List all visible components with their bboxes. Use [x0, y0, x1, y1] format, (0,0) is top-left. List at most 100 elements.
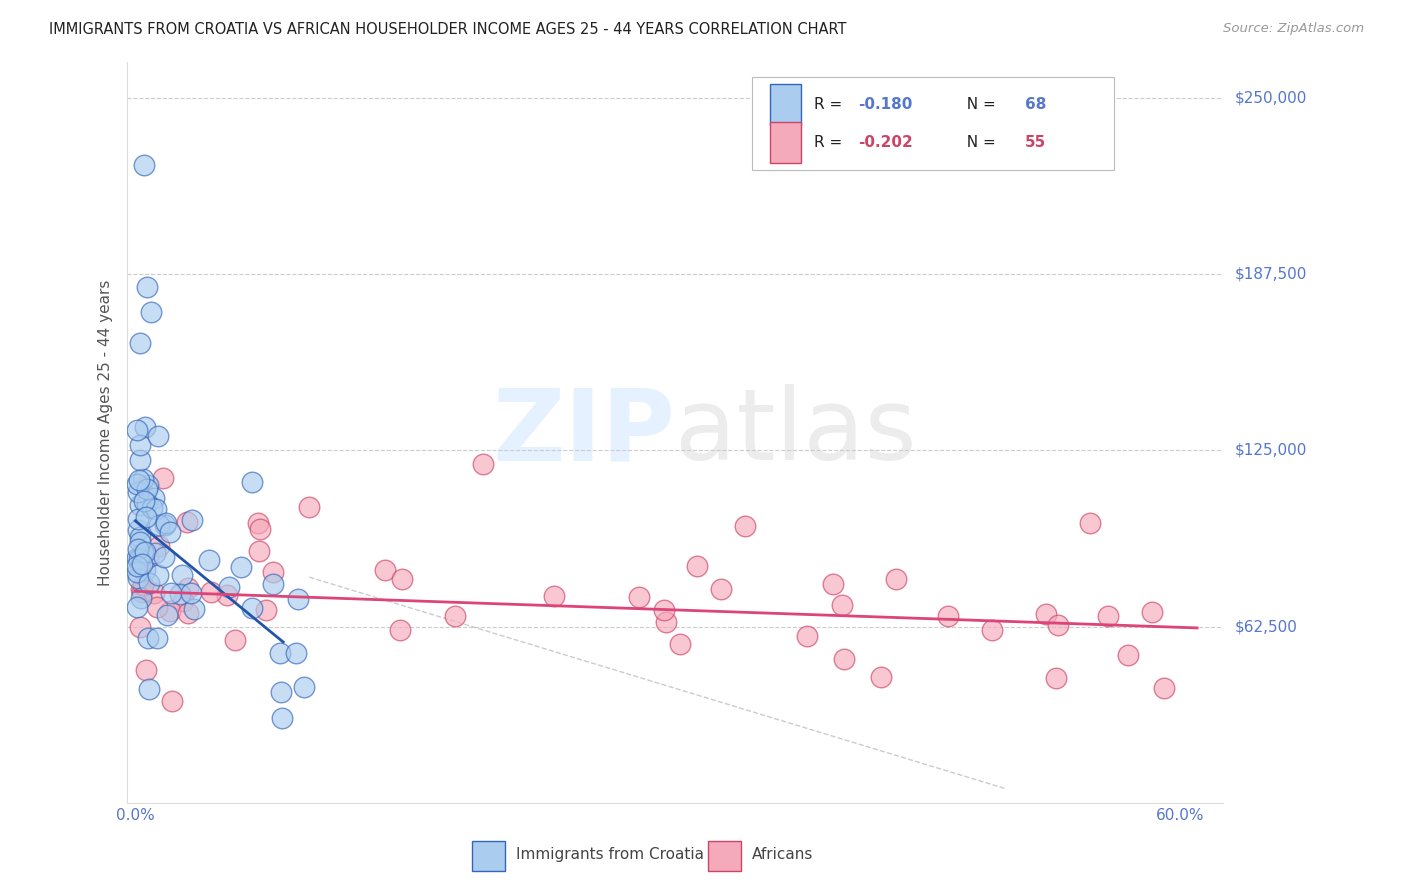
Point	[156, 607, 179, 622]
Point	[270, 684, 292, 698]
Point	[374, 564, 396, 578]
Point	[136, 632, 159, 646]
Point	[292, 680, 315, 694]
Point	[1035, 607, 1057, 621]
Point	[136, 551, 159, 566]
Point	[1116, 648, 1139, 662]
Point	[831, 598, 853, 612]
Point	[125, 559, 148, 574]
Point	[247, 516, 270, 530]
Text: N =: N =	[956, 135, 1000, 150]
Point	[131, 557, 153, 571]
Point	[200, 585, 222, 599]
Point	[153, 518, 176, 533]
Text: N =: N =	[956, 97, 1000, 112]
Point	[136, 482, 159, 496]
Point	[183, 602, 205, 616]
Point	[169, 587, 191, 601]
Point	[134, 419, 156, 434]
Point	[135, 663, 157, 677]
Point	[388, 623, 411, 637]
Point	[198, 552, 221, 566]
Point	[177, 606, 200, 620]
Point	[125, 565, 148, 579]
Point	[249, 522, 271, 536]
Text: $250,000: $250,000	[1234, 90, 1306, 105]
Point	[132, 545, 155, 559]
Point	[1097, 608, 1119, 623]
Point	[131, 472, 153, 486]
Point	[134, 563, 156, 577]
Text: IMMIGRANTS FROM CROATIA VS AFRICAN HOUSEHOLDER INCOME AGES 25 - 44 YEARS CORRELA: IMMIGRANTS FROM CROATIA VS AFRICAN HOUSE…	[49, 22, 846, 37]
Point	[170, 568, 193, 582]
Point	[980, 623, 1002, 637]
Point	[127, 600, 149, 615]
Point	[138, 478, 160, 492]
Point	[176, 515, 198, 529]
Point	[159, 604, 181, 618]
Point	[160, 586, 183, 600]
Point	[284, 646, 307, 660]
Point	[298, 500, 321, 514]
Point	[127, 512, 149, 526]
Text: Africans: Africans	[752, 847, 813, 863]
Point	[936, 608, 959, 623]
Point	[128, 473, 150, 487]
Point	[125, 477, 148, 491]
Point	[686, 559, 709, 574]
Text: atlas: atlas	[675, 384, 917, 481]
Point	[155, 516, 177, 530]
Point	[129, 591, 152, 605]
Point	[180, 586, 202, 600]
Point	[129, 534, 152, 549]
Point	[734, 519, 756, 533]
Point	[128, 452, 150, 467]
Point	[1153, 681, 1175, 695]
Point	[652, 602, 675, 616]
Point	[127, 524, 149, 538]
Point	[710, 582, 733, 597]
Point	[142, 491, 165, 505]
Point	[132, 493, 155, 508]
Y-axis label: Householder Income Ages 25 - 44 years: Householder Income Ages 25 - 44 years	[98, 279, 114, 586]
Point	[146, 631, 169, 645]
Point	[669, 637, 692, 651]
Point	[127, 542, 149, 557]
Point	[145, 599, 167, 614]
Point	[129, 619, 152, 633]
Point	[256, 603, 278, 617]
Point	[125, 551, 148, 566]
FancyBboxPatch shape	[707, 841, 741, 871]
Point	[176, 582, 198, 596]
Text: 68: 68	[1025, 97, 1046, 112]
Point	[131, 585, 153, 599]
Point	[287, 591, 309, 606]
Point	[218, 580, 240, 594]
Point	[125, 423, 148, 437]
Point	[141, 500, 163, 515]
Point	[132, 158, 155, 172]
Point	[240, 601, 263, 615]
Text: Source: ZipAtlas.com: Source: ZipAtlas.com	[1223, 22, 1364, 36]
Point	[262, 577, 284, 591]
Text: R =: R =	[814, 97, 848, 112]
Point	[391, 572, 413, 586]
Point	[224, 633, 246, 648]
Point	[1140, 605, 1163, 619]
Point	[655, 615, 678, 630]
Point	[132, 578, 155, 592]
Point	[231, 559, 253, 574]
Point	[628, 590, 651, 604]
FancyBboxPatch shape	[752, 78, 1114, 169]
Text: ZIP: ZIP	[492, 384, 675, 481]
Point	[240, 475, 263, 490]
Point	[146, 568, 169, 582]
Text: $62,500: $62,500	[1234, 619, 1298, 634]
Text: -0.202: -0.202	[858, 135, 912, 150]
Text: R =: R =	[814, 135, 848, 150]
Point	[444, 609, 467, 624]
Text: $187,500: $187,500	[1234, 267, 1306, 282]
Point	[128, 530, 150, 544]
Point	[796, 629, 818, 643]
Point	[136, 279, 159, 293]
